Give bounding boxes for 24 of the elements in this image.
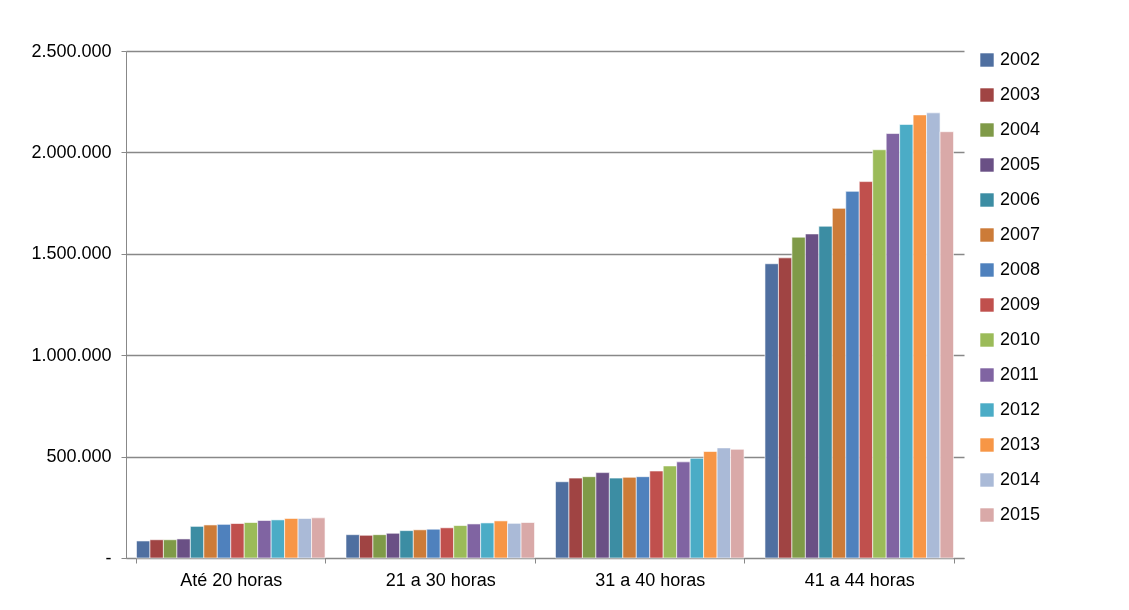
x-tick-label: Até 20 horas xyxy=(180,569,283,590)
legend-label: 2002 xyxy=(1000,49,1041,69)
legend-label: 2015 xyxy=(1000,504,1041,524)
legend-label: 2011 xyxy=(1000,364,1039,384)
x-tick-label: 41 a 44 horas xyxy=(804,569,915,590)
y-tick-label: 2.000.000 xyxy=(31,141,112,162)
legend-label: 2004 xyxy=(1000,119,1041,139)
y-tick-label: 1.000.000 xyxy=(31,344,112,365)
legend-label: 2005 xyxy=(1000,154,1041,174)
legend-label: 2013 xyxy=(1000,434,1041,454)
y-tick-label: - xyxy=(105,547,112,568)
legend-label: 2009 xyxy=(1000,294,1041,314)
legend-label: 2006 xyxy=(1000,189,1041,209)
y-tick-label: 500.000 xyxy=(46,446,112,467)
x-tick-label: 21 a 30 horas xyxy=(385,569,496,590)
legend-label: 2010 xyxy=(1000,329,1041,349)
legend-label: 2012 xyxy=(1000,399,1041,419)
legend-label: 2008 xyxy=(1000,259,1041,279)
x-tick-label: 31 a 40 horas xyxy=(595,569,706,590)
y-tick-label: 1.500.000 xyxy=(31,243,112,264)
legend-label: 2003 xyxy=(1000,84,1041,104)
legend-label: 2007 xyxy=(1000,224,1041,244)
legend-label: 2014 xyxy=(1000,469,1041,489)
y-tick-label: 2.500.000 xyxy=(31,40,112,61)
